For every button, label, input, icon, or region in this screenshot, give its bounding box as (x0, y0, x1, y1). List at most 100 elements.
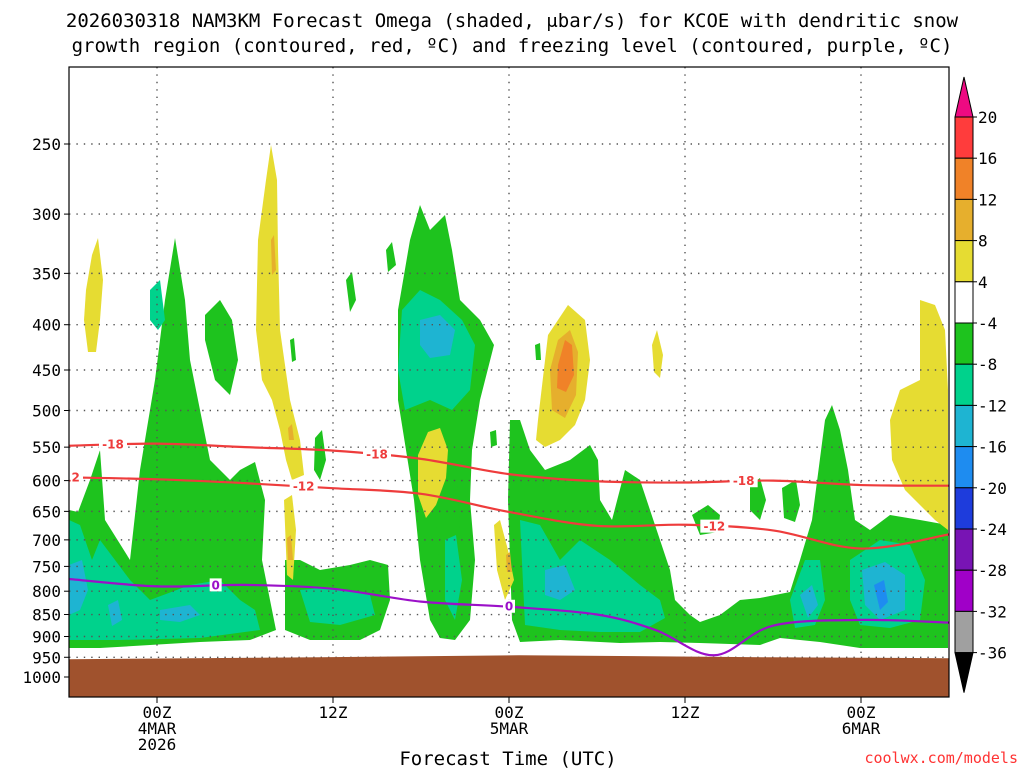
dendritic-contour-label-bg (99, 437, 127, 451)
colorbar-swatch (954, 610, 974, 654)
colorbar-swatch (954, 487, 974, 530)
y-axis: 250 300 350 400 450 500 550 600 650 700 750 800 850 9… (22, 135, 69, 687)
omega-shade-region (108, 600, 122, 626)
omega-shade-region (506, 552, 512, 572)
y-tick-label: 850 (32, 606, 61, 625)
omega-shade-region (290, 338, 296, 362)
colorbar-swatch (954, 446, 974, 489)
omega-shade-region (386, 242, 396, 272)
colorbar-label: -16 (978, 438, 1007, 457)
omega-shade-region (300, 588, 375, 625)
x-axis-title: Forecast Time (UTC) (399, 748, 616, 768)
x-tick-label: 12Z (671, 703, 700, 722)
colorbar-swatch (954, 240, 974, 283)
colorbar-label: -36 (978, 644, 1007, 663)
omega-shade-region (520, 520, 665, 632)
freezing-level-contour-label-bg (209, 578, 222, 592)
omega-shade-region (420, 315, 455, 358)
dendritic-contour-label-bg (69, 470, 83, 484)
chart-title-line2: growth region (contoured, red, ºC) and f… (72, 35, 953, 57)
colorbar-label: -8 (978, 355, 997, 374)
x-tick-label: 00Z (143, 703, 172, 722)
y-tick-label: 900 (32, 627, 61, 646)
x-tick-label: 00Z (847, 703, 876, 722)
y-tick-label: 650 (32, 502, 61, 521)
dendritic-contour (69, 442, 949, 487)
freezing-level-contour-label-bg (503, 599, 515, 613)
omega-shade-region (287, 535, 293, 560)
y-tick-label: 950 (32, 648, 61, 667)
dendritic-contour-label-bg (363, 447, 391, 461)
dendritic-contour-label: -18 (102, 438, 124, 452)
x-tick-label: 5MAR (490, 719, 529, 738)
y-tick-label: 800 (32, 582, 61, 601)
omega-shade-region (256, 145, 304, 480)
colorbar-label: -24 (978, 520, 1007, 539)
contours: -18 -18 -18 -12 -12 -12 0 0 (58, 437, 949, 657)
dendritic-contour-label-bg (289, 479, 318, 493)
dendritic-contour (69, 476, 949, 550)
omega-shade-region (288, 424, 294, 440)
colorbar-swatch (954, 322, 974, 365)
omega-shade-region (490, 430, 497, 447)
colorbar-swatch (954, 198, 974, 242)
y-tick-label: 550 (32, 438, 61, 457)
dendritic-contour-label-bg (700, 519, 729, 533)
y-tick-label: 450 (32, 361, 61, 380)
colorbar-label: 4 (978, 273, 988, 292)
colorbar-swatch (954, 404, 974, 448)
omega-shade-region (874, 580, 888, 610)
gridlines (69, 67, 949, 697)
omega-shade-region (890, 300, 948, 530)
omega-shade-region (346, 272, 356, 312)
colorbar-label: -28 (978, 561, 1007, 580)
omega-shade-region (205, 300, 238, 395)
omega-shade-region (84, 238, 103, 352)
colorbar: 20 16 12 8 4 -4 -8 -12 -16 -20 -24 -28 -32 -36 (954, 76, 1007, 693)
y-tick-label: 400 (32, 316, 61, 335)
freezing-level-contour-label: 0 (211, 578, 219, 592)
colorbar-swatch (954, 528, 974, 571)
y-tick-label: 1000 (22, 668, 61, 687)
terrain-ground (69, 655, 949, 697)
omega-shade-region (557, 340, 574, 392)
dendritic-contour-label: -12 (58, 470, 80, 484)
omega-shade-region (69, 560, 88, 615)
colorbar-label: 8 (978, 232, 988, 251)
colorbar-label: -32 (978, 602, 1007, 621)
colorbar-label: -4 (978, 314, 997, 333)
omega-shade-region (271, 235, 276, 275)
dendritic-contour-label: -12 (703, 520, 725, 534)
y-tick-label: 600 (32, 472, 61, 491)
colorbar-swatch (954, 157, 974, 200)
colorbar-under-triangle (954, 652, 974, 693)
colorbar-label: 16 (978, 149, 997, 168)
y-tick-label: 700 (32, 531, 61, 550)
x-tick-label: 4MAR (138, 719, 177, 738)
colorbar-swatch (954, 363, 974, 406)
plot-area: -18 -18 -18 -12 -12 -12 0 0 (58, 67, 949, 697)
freezing-level-contour (69, 577, 949, 657)
y-tick-label: 500 (32, 402, 61, 421)
watermark: coolwx.com/models (864, 749, 1018, 767)
x-tick-label: 12Z (319, 703, 348, 722)
colorbar-label: -20 (978, 479, 1007, 498)
omega-shade-region (545, 565, 575, 600)
y-tick-label: 750 (32, 557, 61, 576)
dendritic-contour-label: -18 (366, 448, 388, 462)
omega-shade-region (445, 535, 462, 620)
colorbar-swatch (954, 116, 974, 159)
x-tick-label: 00Z (495, 703, 524, 722)
colorbar-label: -12 (978, 396, 1007, 415)
omega-shade-region (160, 605, 200, 622)
freezing-level-contour-label: 0 (505, 600, 513, 614)
chart-title-line1: 2026030318 NAM3KM Forecast Omega (shaded… (66, 10, 959, 32)
y-tick-label: 300 (32, 205, 61, 224)
colorbar-swatch (954, 569, 974, 612)
x-tick-label: 6MAR (842, 719, 881, 738)
dendritic-contour-label: -18 (733, 474, 755, 488)
dendritic-contour-label-bg (729, 474, 758, 488)
